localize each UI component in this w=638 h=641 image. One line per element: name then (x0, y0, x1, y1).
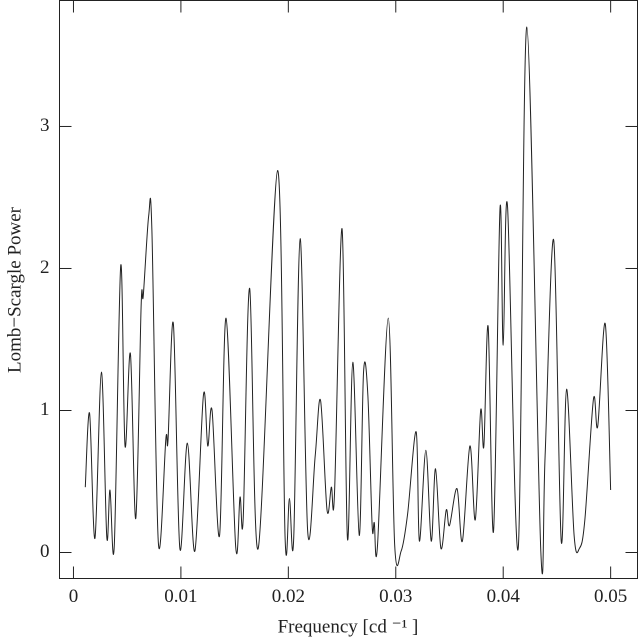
x-tick-label: 0.01 (164, 586, 197, 607)
x-tick-label: 0.03 (379, 586, 412, 607)
y-tick-label: 2 (40, 257, 50, 278)
x-tick-label: 0 (69, 586, 79, 607)
x-tick-label: 0.04 (487, 586, 521, 607)
x-tick-label: 0.02 (272, 586, 305, 607)
x-tick-label: 0.05 (594, 586, 627, 607)
x-axis-label: Frequency [cd ⁻¹ ] (278, 616, 419, 637)
y-tick-label: 0 (40, 541, 50, 562)
y-tick-label: 1 (40, 399, 50, 420)
y-tick-label: 3 (40, 115, 50, 136)
y-axis-label: Lomb−Scargle Power (4, 206, 25, 373)
periodogram-line (84, 26, 612, 575)
